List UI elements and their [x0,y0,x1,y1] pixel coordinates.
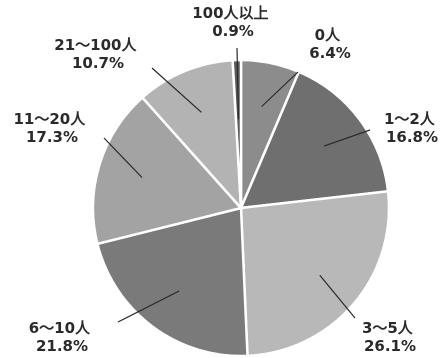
leader-line-1 [323,129,371,147]
leader-line-4 [103,137,143,178]
pie-slice-3 [95,206,249,358]
leader-line-3 [117,290,180,323]
slice-label-0: 0人 6.4% [309,26,351,62]
leader-line-0 [261,71,299,107]
slice-label-3: 6～10人 21.8% [29,319,96,355]
slice-label-2: 3～5人 26.1% [362,319,418,355]
pie-slice-5 [140,58,243,212]
slice-label-1: 1～2人 16.8% [384,110,440,146]
pie-slices [91,58,391,358]
leader-lines [103,47,371,323]
pie-slice-2 [239,189,391,358]
leader-line-6 [236,47,240,120]
pie-slice-1 [239,70,390,210]
slice-label-6: 100人以上 0.9% [192,4,274,40]
slice-label-5: 21～100人 10.7% [54,36,141,72]
slice-label-4: 11～20人 17.3% [14,110,91,146]
slice-labels: 0人 6.4% 1～2人 16.8% 3～5人 26.1% 6～10人 21.8… [14,4,440,355]
leader-line-2 [319,274,356,319]
pie-slice-4 [91,95,244,246]
leader-line-5 [151,67,202,113]
